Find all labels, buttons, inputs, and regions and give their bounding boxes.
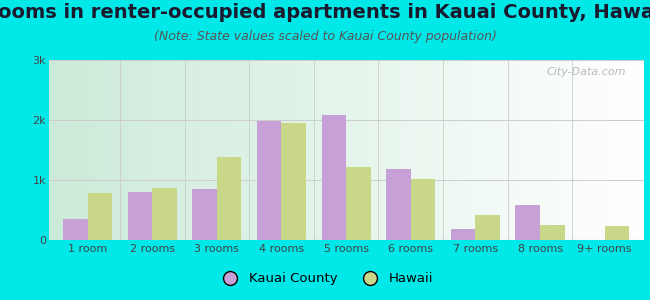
Bar (346, 167, 370, 240)
Bar (386, 169, 411, 240)
Bar (63, 219, 88, 240)
Bar (152, 188, 177, 240)
Bar (217, 157, 241, 240)
Bar (540, 225, 565, 240)
Text: City-Data.com: City-Data.com (546, 67, 626, 77)
Legend: Kauai County, Hawaii: Kauai County, Hawaii (212, 267, 438, 290)
Bar (451, 229, 475, 240)
Bar (411, 179, 436, 240)
Bar (475, 215, 500, 240)
Bar (192, 189, 217, 240)
Bar (127, 192, 152, 240)
Text: (Note: State values scaled to Kauai County population): (Note: State values scaled to Kauai Coun… (153, 30, 497, 43)
Bar (322, 115, 346, 240)
Bar (281, 123, 306, 240)
Bar (257, 121, 281, 240)
Text: Rooms in renter-occupied apartments in Kauai County, Hawaii: Rooms in renter-occupied apartments in K… (0, 3, 650, 22)
Bar (88, 193, 112, 240)
Bar (604, 226, 629, 240)
Bar (515, 205, 540, 240)
